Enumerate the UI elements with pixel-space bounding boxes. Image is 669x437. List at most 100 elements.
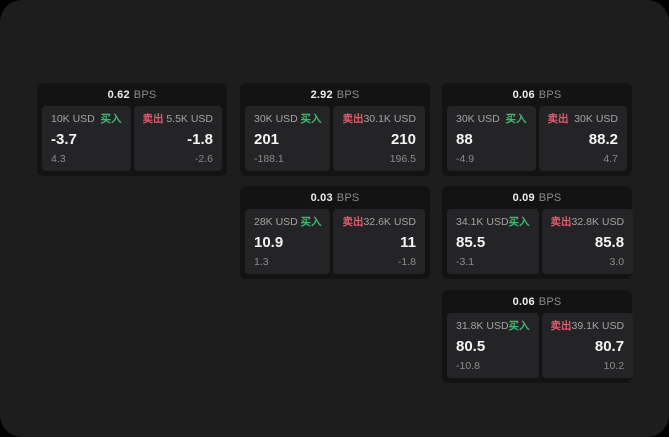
ask-price: 11 (400, 233, 416, 251)
ask-panel-top: 卖出 39.1K USD (551, 320, 625, 332)
sell-label: 卖出 (342, 113, 364, 125)
bid-price: 85.5 (456, 233, 486, 251)
ask-size: 32.8K USD (571, 216, 625, 228)
buy-label: 买入 (505, 113, 527, 125)
ask-price: 210 (390, 130, 416, 148)
ask-size: 5.5K USD (166, 113, 213, 125)
bid-panel[interactable]: 31.8K USD 买入 80.5 -10.8 (447, 313, 539, 378)
bid-price: 10.9 (254, 233, 284, 251)
sell-label: 卖出 (550, 216, 572, 228)
sell-label: 卖出 (547, 113, 569, 125)
bps-header: 0.06 BPS (442, 290, 632, 313)
quote-panels: 30K USD 买入 88 -4.9 卖出 30K USD 88.2 4.7 (442, 106, 632, 171)
bid-price: -3.7 (51, 130, 77, 148)
ask-change: -2.6 (194, 153, 213, 165)
bps-unit-label: BPS (336, 88, 360, 101)
ask-panel[interactable]: 卖出 32.8K USD 85.8 3.0 (541, 209, 634, 274)
quote-card: 0.62 BPS 10K USD 买入 -3.7 4.3 卖出 5.5K USD… (37, 83, 227, 176)
bps-header: 0.62 BPS (37, 83, 227, 106)
bps-unit-label: BPS (538, 88, 562, 101)
bid-change: -188.1 (254, 153, 284, 165)
bid-panel-top: 30K USD 买入 (254, 113, 321, 125)
sell-label: 卖出 (342, 216, 364, 228)
ask-panel-top: 卖出 5.5K USD (143, 113, 214, 125)
ask-panel[interactable]: 卖出 5.5K USD -1.8 -2.6 (133, 106, 222, 171)
bid-change: -4.9 (456, 153, 475, 165)
buy-label: 买入 (100, 113, 122, 125)
ask-size: 39.1K USD (571, 320, 625, 332)
bid-panel-top: 28K USD 买入 (254, 216, 321, 228)
ask-price: 85.8 (594, 233, 625, 251)
bps-unit-label: BPS (336, 191, 360, 204)
quote-card: 0.06 BPS 31.8K USD 买入 80.5 -10.8 卖出 39.1… (442, 290, 634, 383)
quote-panels: 31.8K USD 买入 80.5 -10.8 卖出 39.1K USD 80.… (442, 313, 634, 378)
bps-unit-label: BPS (133, 88, 157, 101)
bps-header: 0.03 BPS (240, 186, 430, 209)
ask-change: 196.5 (389, 153, 416, 165)
ask-panel-top: 卖出 30K USD (548, 113, 619, 125)
bid-size: 34.1K USD (456, 216, 509, 228)
bps-value: 0.09 (512, 191, 535, 204)
bid-panel[interactable]: 30K USD 买入 88 -4.9 (447, 106, 536, 171)
bid-size: 10K USD (51, 113, 95, 125)
buy-label: 买入 (508, 320, 530, 332)
bid-change: -10.8 (456, 360, 480, 372)
bid-price: 80.5 (456, 337, 486, 355)
bid-price: 201 (254, 130, 280, 148)
bps-header: 0.09 BPS (442, 186, 632, 209)
bid-panel-top: 34.1K USD 买入 (456, 216, 530, 228)
quote-card: 0.06 BPS 30K USD 买入 88 -4.9 卖出 30K USD 8… (442, 83, 632, 176)
bps-value: 0.06 (512, 88, 535, 101)
ask-change: 4.7 (603, 153, 618, 165)
quote-panels: 34.1K USD 买入 85.5 -3.1 卖出 32.8K USD 85.8… (442, 209, 634, 274)
ask-panel[interactable]: 卖出 30K USD 88.2 4.7 (538, 106, 627, 171)
bps-value: 2.92 (310, 88, 333, 101)
ask-panel-top: 卖出 30.1K USD (342, 113, 416, 125)
quote-panels: 30K USD 买入 201 -188.1 卖出 30.1K USD 210 1… (240, 106, 430, 171)
bps-unit-label: BPS (538, 295, 562, 308)
quote-card: 0.03 BPS 28K USD 买入 10.9 1.3 卖出 32.6K US… (240, 186, 430, 279)
ask-panel[interactable]: 卖出 39.1K USD 80.7 10.2 (541, 313, 634, 378)
quote-panels: 28K USD 买入 10.9 1.3 卖出 32.6K USD 11 -1.8 (240, 209, 430, 274)
bid-size: 31.8K USD (456, 320, 509, 332)
ask-price: -1.8 (187, 130, 213, 148)
bps-header: 0.06 BPS (442, 83, 632, 106)
ask-size: 30K USD (574, 113, 618, 125)
ask-panel[interactable]: 卖出 30.1K USD 210 196.5 (333, 106, 425, 171)
bid-change: 4.3 (51, 153, 66, 165)
bid-size: 30K USD (456, 113, 500, 125)
ask-panel-top: 卖出 32.6K USD (342, 216, 416, 228)
ask-change: 3.0 (609, 256, 625, 268)
bid-size: 30K USD (254, 113, 298, 125)
bid-panel-top: 30K USD 买入 (456, 113, 527, 125)
buy-label: 买入 (300, 216, 322, 228)
quote-panels: 10K USD 买入 -3.7 4.3 卖出 5.5K USD -1.8 -2.… (37, 106, 227, 171)
bid-panel-top: 10K USD 买入 (51, 113, 122, 125)
bps-value: 0.03 (310, 191, 333, 204)
bid-panel[interactable]: 30K USD 买入 201 -188.1 (245, 106, 331, 171)
ask-size: 30.1K USD (363, 113, 416, 125)
bid-panel[interactable]: 10K USD 买入 -3.7 4.3 (42, 106, 131, 171)
buy-label: 买入 (508, 216, 530, 228)
buy-label: 买入 (300, 113, 322, 125)
bid-panel[interactable]: 28K USD 买入 10.9 1.3 (245, 209, 331, 274)
bid-size: 28K USD (254, 216, 298, 228)
quote-card: 2.92 BPS 30K USD 买入 201 -188.1 卖出 30.1K … (240, 83, 430, 176)
ask-change: -1.8 (397, 256, 416, 268)
bid-panel[interactable]: 34.1K USD 买入 85.5 -3.1 (447, 209, 539, 274)
bid-price: 88 (456, 130, 473, 148)
quote-card: 0.09 BPS 34.1K USD 买入 85.5 -3.1 卖出 32.8K… (442, 186, 634, 279)
bps-value: 0.06 (512, 295, 535, 308)
ask-price: 88.2 (588, 130, 618, 148)
ask-change: 10.2 (603, 360, 625, 372)
bid-change: -3.1 (456, 256, 475, 268)
bid-panel-top: 31.8K USD 买入 (456, 320, 530, 332)
ask-size: 32.6K USD (363, 216, 416, 228)
ask-panel[interactable]: 卖出 32.6K USD 11 -1.8 (333, 209, 425, 274)
sell-label: 卖出 (142, 113, 164, 125)
bid-change: 1.3 (254, 256, 269, 268)
bps-unit-label: BPS (538, 191, 562, 204)
ask-panel-top: 卖出 32.8K USD (551, 216, 625, 228)
bps-header: 2.92 BPS (240, 83, 430, 106)
